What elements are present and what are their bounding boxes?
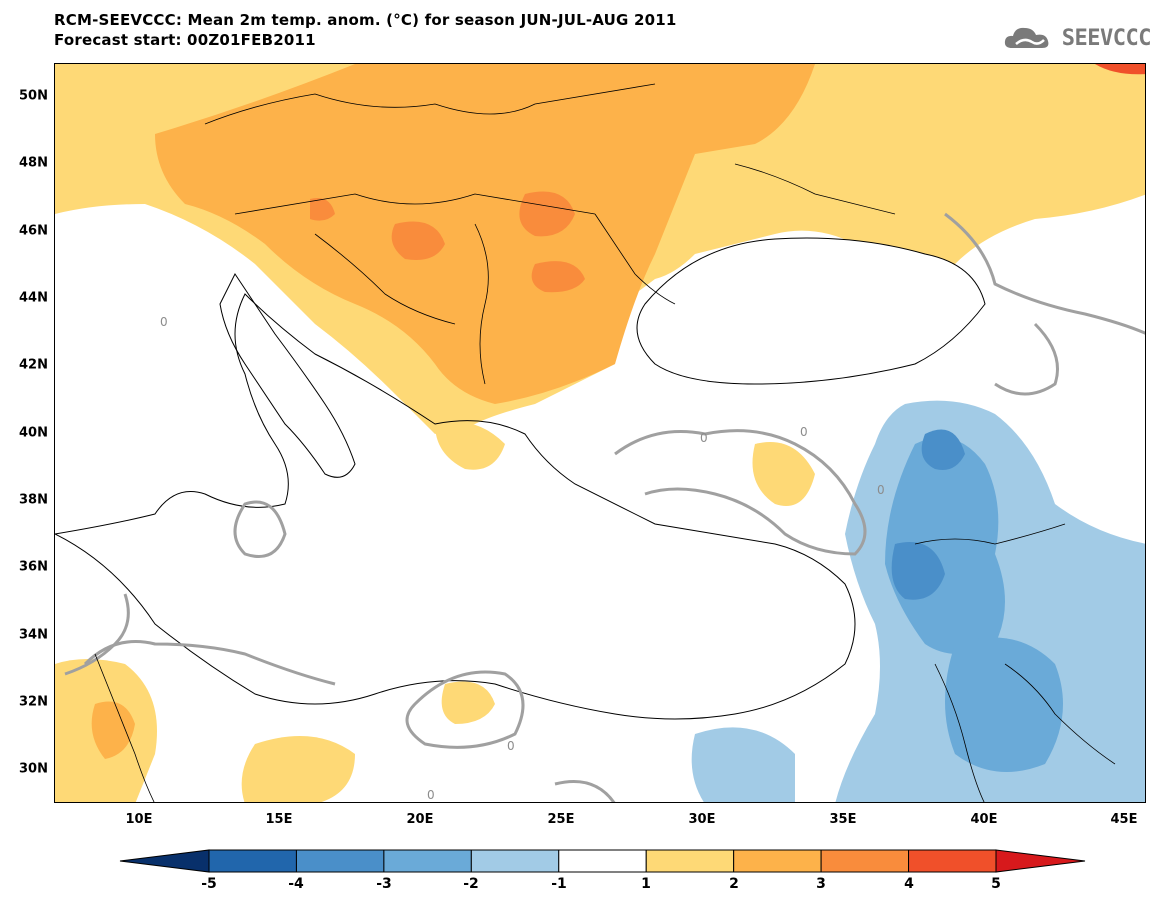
logo-text: SEEVCCC <box>1061 25 1152 51</box>
warm-region-africa-4 <box>441 681 495 724</box>
lat-label-32n: 32N <box>19 694 48 710</box>
lon-label-25e: 25E <box>547 812 575 827</box>
contour-label: 0 <box>800 425 808 439</box>
warm-region-greece <box>435 421 505 470</box>
colorbar-box <box>295 849 385 873</box>
lat-label-34n: 34N <box>19 627 48 643</box>
lat-label-46n: 46N <box>19 223 48 239</box>
title-line-2: Forecast start: 00Z01FEB2011 <box>54 31 316 49</box>
hot-spot-2 <box>391 221 445 260</box>
colorbar-label: 3 <box>816 876 826 892</box>
lat-label-50n: 50N <box>19 88 48 104</box>
contour-label: 0 <box>427 788 435 802</box>
lat-label-44n: 44N <box>19 290 48 306</box>
warm-region-turkey <box>752 442 815 506</box>
cold-core-2 <box>891 542 945 600</box>
lon-label-30e: 30E <box>688 812 716 827</box>
colorbar-box <box>470 849 560 873</box>
cloud-logo-icon <box>1004 27 1049 48</box>
lon-label-15e: 15E <box>265 812 293 827</box>
colorbar-box <box>908 849 997 873</box>
cold-core-1 <box>921 429 965 470</box>
anomaly-map-canvas: 0 0 0 0 0 0 <box>55 64 1145 802</box>
colorbar-box <box>208 849 297 873</box>
lat-label-40n: 40N <box>19 425 48 441</box>
colorbar-label: 5 <box>991 876 1001 892</box>
mediterranean-coastline <box>55 293 856 720</box>
contour-label: 0 <box>160 315 168 329</box>
colorbar-label: -2 <box>463 876 479 892</box>
cold-region-med <box>691 727 795 802</box>
lon-label-35e: 35E <box>829 812 857 827</box>
contour-label: 0 <box>700 431 708 445</box>
colorbar-label: -5 <box>201 876 217 892</box>
colorbar-box <box>820 849 910 873</box>
title-line-1: RCM-SEEVCCC: Mean 2m temp. anom. (°C) fo… <box>54 11 677 29</box>
seevccc-logo: SEEVCCC <box>1002 22 1152 54</box>
lon-label-45e: 45E <box>1110 812 1138 827</box>
lat-label-42n: 42N <box>19 357 48 373</box>
lat-label-36n: 36N <box>19 559 48 575</box>
hot-spot-4 <box>310 198 335 221</box>
colorbar-boxes <box>119 849 1086 873</box>
colorbar-label: 4 <box>904 876 914 892</box>
colorbar-box <box>645 849 735 873</box>
cold-region-south <box>945 637 1063 772</box>
map-title: RCM-SEEVCCC: Mean 2m temp. anom. (°C) fo… <box>54 10 677 50</box>
hot-spot-3 <box>531 261 585 293</box>
warm-region-africa-3 <box>241 736 355 802</box>
colorbar-box <box>558 849 647 873</box>
colorbar-label: 2 <box>729 876 739 892</box>
colorbar-box <box>383 849 472 873</box>
colorbar-box <box>733 849 822 873</box>
country-borders <box>94 83 1116 802</box>
lon-label-20e: 20E <box>406 812 434 827</box>
anomaly-map: 0 0 0 0 0 0 <box>54 63 1146 803</box>
contour-label: 0 <box>507 739 515 753</box>
lat-label-30n: 30N <box>19 761 48 777</box>
black-sea <box>636 237 986 385</box>
lat-label-38n: 38N <box>19 492 48 508</box>
colorbar-label: -3 <box>376 876 392 892</box>
colorbar-extend-low <box>119 849 210 873</box>
hot-spot-5 <box>1095 64 1145 75</box>
italy-outline <box>219 273 356 478</box>
lat-label-48n: 48N <box>19 155 48 171</box>
zero-contours <box>64 212 1145 802</box>
lon-label-40e: 40E <box>970 812 998 827</box>
colorbar-label: -4 <box>288 876 304 892</box>
lon-label-10e: 10E <box>125 812 153 827</box>
cold-region-east-2 <box>885 437 1005 654</box>
warm-region-central <box>155 64 815 404</box>
colorbar-label: 1 <box>641 876 651 892</box>
contour-label: 0 <box>877 483 885 497</box>
warm-region-africa-2 <box>91 701 135 759</box>
colorbar-extend-high <box>995 849 1086 873</box>
colorbar-label: -1 <box>551 876 567 892</box>
hot-spot-1 <box>519 191 575 237</box>
